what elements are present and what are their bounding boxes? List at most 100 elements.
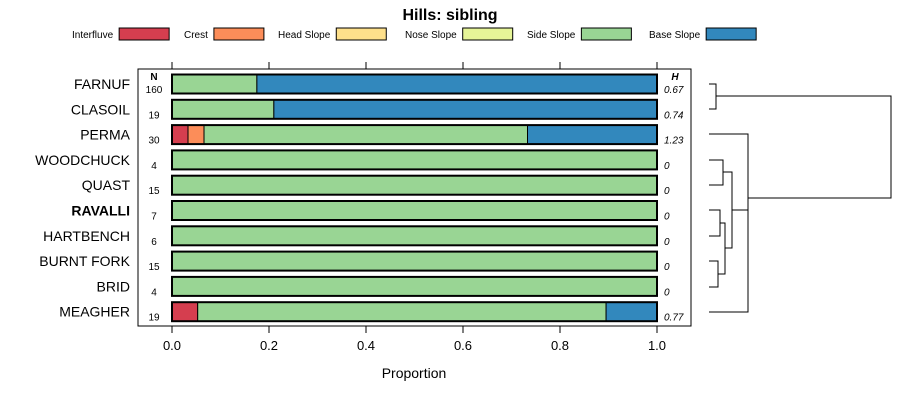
dendrogram-branch-farnuf-clasoil [709,83,717,110]
bar-outline [171,98,658,120]
row-label: MEAGHER [59,304,130,320]
legend-label-crest: Crest [184,30,208,41]
row-label: WOODCHUCK [35,152,131,168]
h-column-header: H [671,72,679,83]
row-h-value: 0 [664,212,670,223]
chart-title: Hills: sibling [402,7,497,24]
bar-outline [171,73,658,95]
bar-outline [171,124,658,146]
x-axis: 0.0 0.2 0.4 0.6 0.8 1.0 [163,62,666,353]
bar-segment-side-slope [171,99,275,120]
row-label: RAVALLI [71,203,130,219]
row-label: PERMA [80,127,130,143]
bar-segment-side-slope [171,149,658,170]
dendrogram-branch-pair-merge [718,222,726,275]
row-brid: BRID 4 0 [97,275,670,298]
row-h-value: 0 [664,262,670,273]
row-perma: PERMA 30 1.23 [80,124,684,147]
bar-segment-base-slope [605,301,658,322]
dendrogram-branch-perma [709,133,749,210]
row-n-value: 15 [148,186,160,197]
row-woodchuck: WOODCHUCK 4 0 [35,149,670,172]
row-n-value: 30 [148,136,160,147]
bar-segment-interfluve [171,301,199,322]
dendrogram-branch-ravalli-hartbench [709,209,721,237]
row-hartbench: HARTBENCH 6 0 [43,225,670,248]
row-n-value: 160 [146,85,163,96]
dendrogram-branch-woodchuck-quast [709,159,724,186]
bar-outline [171,250,658,272]
row-n-value: 19 [148,110,160,121]
x-tick-label: 1.0 [648,338,666,353]
row-n-value: 6 [151,237,157,248]
row-burnt-fork: BURNT FORK 15 0 [39,250,670,273]
row-n-value: 15 [148,262,160,273]
bar-segment-side-slope [171,225,658,246]
x-tick-label: 0.8 [551,338,569,353]
row-h-value: 0 [664,186,670,197]
row-h-value: 0.77 [664,313,684,324]
bar-segment-crest [187,124,205,145]
x-tick-label: 0.4 [357,338,375,353]
bar-rows: FARNUF 160 0.67 CLASOIL 19 0.74 PERMA 30 1.23 WOO… [35,73,684,324]
row-label: QUAST [82,177,131,193]
row-label: HARTBENCH [43,228,130,244]
legend: Interfluve Crest Head Slope Nose Slope Side … [72,27,757,41]
legend-label-interfluve: Interfluve [72,30,114,41]
bar-segment-side-slope [171,175,658,196]
row-label: CLASOIL [71,101,130,117]
row-n-value: 4 [151,287,157,298]
row-n-value: 7 [151,212,157,223]
bar-segment-base-slope [527,124,658,145]
dendrogram [709,83,892,313]
bar-outline [171,275,658,297]
bar-segment-side-slope [171,200,658,221]
bar-segment-side-slope [203,124,529,145]
row-label: FARNUF [74,76,130,92]
row-label: BRID [97,278,130,294]
x-tick-label: 0.2 [260,338,278,353]
legend-swatch-interfluve [118,27,170,41]
bar-outline [171,174,658,196]
x-axis-label: Proportion [382,365,447,381]
row-clasoil: CLASOIL 19 0.74 [71,98,684,121]
row-ravalli: RAVALLI 7 0 [71,200,670,223]
bar-segment-side-slope [171,251,658,272]
bar-outline [171,149,658,171]
legend-label-base-slope: Base Slope [649,30,701,41]
bar-segment-side-slope [171,276,658,297]
legend-swatch-crest [213,27,265,41]
dendrogram-branch-group-merge [723,171,733,249]
bar-outline [171,200,658,221]
row-label: BURNT FORK [39,253,130,269]
row-h-value: 0.67 [664,85,684,96]
legend-label-side-slope: Side Slope [527,30,576,41]
bar-segment-side-slope [197,301,607,322]
row-h-value: 0 [664,161,670,172]
n-column-header: N [150,72,157,83]
bar-outline [171,225,658,247]
row-h-value: 0 [664,287,670,298]
row-farnuf: FARNUF 160 0.67 [74,73,684,96]
x-tick-label: 0.6 [454,338,472,353]
row-meagher: MEAGHER 19 0.77 [59,301,684,324]
legend-swatch-head-slope [335,27,387,41]
row-h-value: 1.23 [664,136,684,147]
row-h-value: 0 [664,237,670,248]
x-tick-label: 0.0 [163,338,181,353]
dendrogram-branch-meagher [709,209,749,313]
legend-swatch-nose-slope [462,27,514,41]
bar-outline [171,301,658,323]
legend-label-head-slope: Head Slope [278,30,331,41]
legend-label-nose-slope: Nose Slope [405,30,457,41]
bar-segment-side-slope [171,74,258,94]
row-n-value: 4 [151,161,157,172]
bar-segment-interfluve [171,124,189,145]
legend-swatch-base-slope [705,27,757,41]
dendrogram-branch-root [716,95,892,199]
bar-segment-base-slope [273,99,658,120]
dendrogram-branch-burntfork-brid [709,260,719,288]
row-quast: QUAST 15 0 [82,174,670,197]
bar-segment-base-slope [256,74,658,94]
